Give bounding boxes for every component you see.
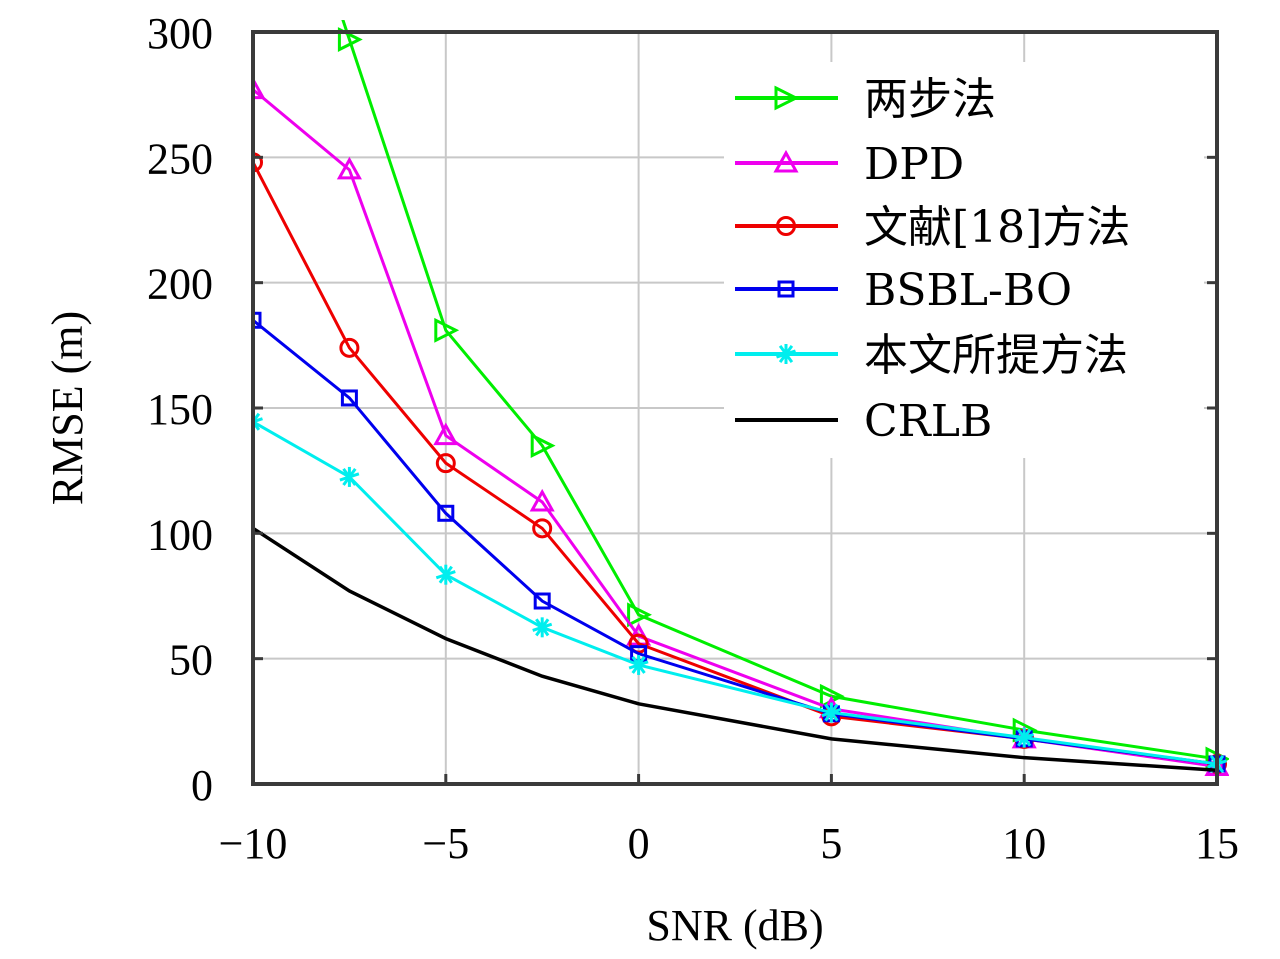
- x-tick-label: 10: [1002, 819, 1046, 868]
- data-point: [532, 518, 553, 539]
- legend-item: BSBL-BO: [735, 265, 1072, 316]
- data-point: [253, 311, 262, 329]
- legend-item: DPD: [735, 139, 964, 190]
- x-tick-label: −5: [422, 819, 469, 868]
- series-line: [253, 420, 1218, 766]
- data-point: [337, 27, 363, 52]
- data-point: [435, 564, 456, 585]
- legend-label: BSBL-BO: [864, 265, 1072, 316]
- x-tick-label: 5: [820, 819, 842, 868]
- data-point: [821, 702, 842, 723]
- series-5: [253, 526, 1218, 772]
- legend-item: CRLB: [735, 396, 992, 447]
- x-tick-label: −10: [219, 819, 288, 868]
- y-tick-label: 100: [147, 510, 213, 559]
- y-tick-label: 200: [147, 260, 213, 309]
- y-tick-label: 250: [147, 134, 213, 183]
- data-point: [433, 422, 459, 446]
- y-tick-label: 50: [169, 636, 213, 685]
- series-line: [341, 20, 1218, 761]
- legend-background: [724, 62, 1204, 458]
- legend-label: CRLB: [864, 396, 992, 447]
- legend-label: 本文所提方法: [864, 330, 1128, 381]
- legend-item: 本文所提方法: [735, 330, 1128, 381]
- data-point: [253, 152, 263, 173]
- data-point: [340, 389, 358, 407]
- data-point: [339, 466, 360, 487]
- data-point: [253, 411, 263, 432]
- data-point: [253, 76, 266, 100]
- legend-marker: [776, 216, 796, 236]
- data-point: [532, 617, 553, 638]
- data-point: [529, 488, 555, 512]
- series-layer: [253, 20, 1229, 776]
- legend-marker: [774, 85, 800, 111]
- y-tick-label: 150: [147, 385, 213, 434]
- data-point: [434, 317, 460, 343]
- legend-label: 文献[18]方法: [864, 202, 1130, 253]
- data-point: [339, 337, 360, 358]
- data-point: [627, 602, 652, 628]
- data-point: [530, 433, 556, 459]
- series-0: [337, 20, 1229, 772]
- data-point: [628, 654, 649, 675]
- legend-marker: [773, 149, 799, 173]
- data-point: [437, 504, 455, 522]
- legend-marker: [776, 344, 796, 364]
- x-tick-label: 0: [628, 819, 650, 868]
- data-point: [1014, 727, 1035, 748]
- legend-item: 两步法: [735, 74, 996, 125]
- legend-label: 两步法: [864, 74, 996, 125]
- legend-item: 文献[18]方法: [735, 202, 1130, 253]
- y-tick-label: 0: [191, 761, 213, 810]
- legend-label: DPD: [864, 139, 964, 190]
- series-line: [253, 526, 1218, 772]
- x-tick-label: 15: [1195, 819, 1239, 868]
- x-axis-title: SNR (dB): [646, 901, 823, 950]
- data-point: [533, 592, 551, 610]
- y-axis-title: RMSE (m): [43, 311, 92, 505]
- y-tick-label: 300: [147, 9, 213, 58]
- legend: 两步法 DPD 文献[18]方法 BSBL-BO 本文所提方法 CRLB: [724, 62, 1204, 458]
- legend-marker: [777, 280, 795, 298]
- data-point: [435, 453, 456, 474]
- data-point: [336, 156, 362, 180]
- series-4: [253, 411, 1227, 774]
